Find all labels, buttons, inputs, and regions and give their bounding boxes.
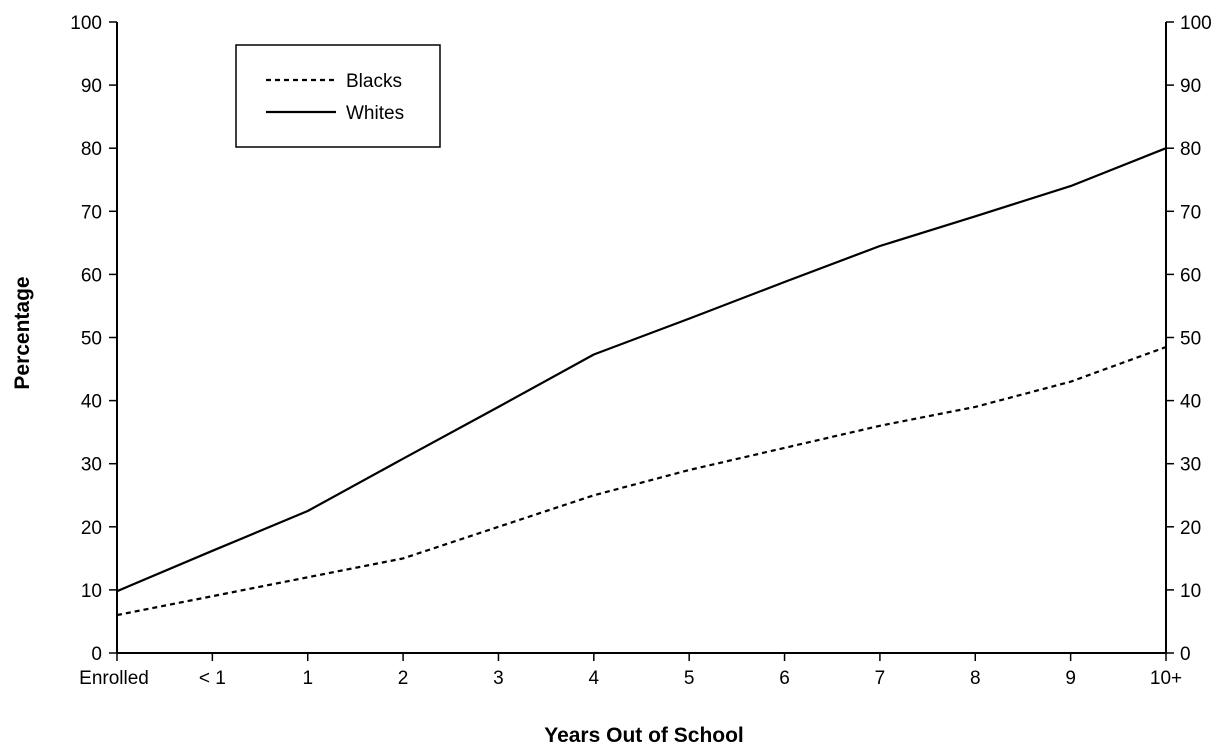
x-tick-label: < 1 [199, 668, 226, 689]
x-tick-label: 9 [1065, 668, 1076, 689]
x-tick-label: 2 [398, 668, 409, 689]
y-tick-label-left: 50 [81, 329, 102, 350]
y-tick-label-left: 100 [70, 13, 102, 34]
y-tick-label-left: 20 [81, 518, 102, 539]
y-tick-label-right: 70 [1180, 202, 1201, 223]
x-tick-label: 8 [970, 668, 981, 689]
x-tick-label: 5 [684, 668, 695, 689]
y-tick-label-right: 20 [1180, 518, 1201, 539]
series-line-whites [116, 147, 1167, 593]
y-tick-label-right: 100 [1180, 13, 1212, 34]
x-tick-label: 3 [493, 668, 504, 689]
y-tick-label-left: 0 [91, 644, 102, 665]
y-tick-label-right: 30 [1180, 455, 1201, 476]
y-axis-title: Percentage [11, 276, 34, 389]
x-tick-label: 7 [875, 668, 886, 689]
y-tick-label-right: 0 [1180, 644, 1191, 665]
y-tick-label-right: 50 [1180, 329, 1201, 350]
x-tick-label: Enrolled [79, 668, 149, 689]
y-tick-label-left: 70 [81, 202, 102, 223]
y-tick-label-left: 90 [81, 76, 102, 97]
y-tick-label-left: 80 [81, 139, 102, 160]
legend-box [235, 44, 441, 148]
series-line-blacks [116, 345, 1167, 617]
y-tick-label-right: 80 [1180, 139, 1201, 160]
x-axis-title: Years Out of School [544, 724, 744, 746]
x-tick-label: 4 [589, 668, 600, 689]
x-tick-label: 1 [302, 668, 313, 689]
x-tick-label: 6 [779, 668, 790, 689]
y-tick-label-right: 10 [1180, 581, 1201, 602]
y-tick-label-right: 40 [1180, 392, 1201, 413]
y-tick-label-left: 10 [81, 581, 102, 602]
y-tick-label-right: 60 [1180, 265, 1201, 286]
y-tick-label-left: 60 [81, 265, 102, 286]
legend-label-blacks: Blacks [346, 71, 402, 92]
y-tick-label-right: 90 [1180, 76, 1201, 97]
x-tick-label: 10+ [1150, 668, 1182, 689]
y-tick-label-left: 30 [81, 455, 102, 476]
legend-label-whites: Whites [346, 103, 404, 124]
y-tick-label-left: 40 [81, 392, 102, 413]
